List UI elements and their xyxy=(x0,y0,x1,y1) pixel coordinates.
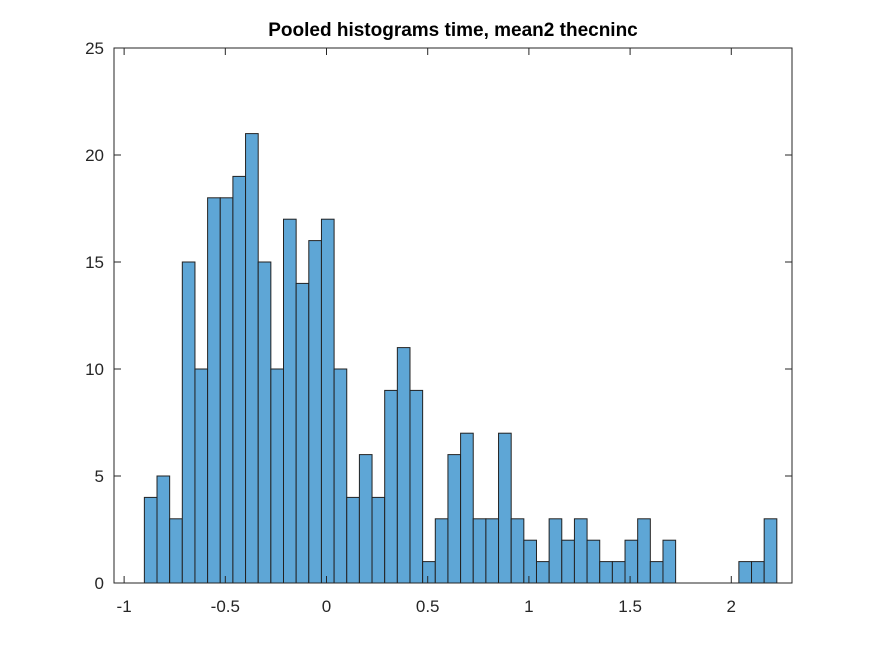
y-tick-label: 15 xyxy=(85,253,104,272)
histogram-bar xyxy=(649,561,664,584)
x-tick-label: -0.5 xyxy=(211,597,240,616)
histogram-bar xyxy=(548,518,563,584)
histogram-bar xyxy=(751,561,765,584)
x-tick-label: 2 xyxy=(727,597,736,616)
histogram-bar xyxy=(245,133,259,584)
x-tick-label: 1 xyxy=(524,597,533,616)
x-tick-label: 0 xyxy=(322,597,331,616)
histogram-bar xyxy=(535,561,550,584)
histogram-bar xyxy=(346,496,360,584)
bars-group xyxy=(143,133,778,584)
histogram-bar xyxy=(270,368,285,584)
histogram-bar xyxy=(207,197,221,584)
histogram-bar xyxy=(396,347,411,584)
histogram-bar xyxy=(371,496,386,584)
histogram-bar xyxy=(295,282,310,584)
histogram-bar xyxy=(738,561,753,584)
x-tick-label: -1 xyxy=(117,597,132,616)
histogram-bar xyxy=(586,539,601,584)
y-tick-label: 25 xyxy=(85,39,104,58)
histogram-bar xyxy=(194,368,209,584)
histogram-bar xyxy=(232,175,247,584)
histogram-bar xyxy=(143,496,158,584)
histogram-bar xyxy=(283,218,297,584)
histogram-bar xyxy=(662,539,677,584)
histogram-bar xyxy=(384,389,398,584)
histogram-bar xyxy=(460,432,474,584)
y-tick-label: 0 xyxy=(95,574,104,593)
histogram-bar xyxy=(422,561,436,584)
histogram-bar xyxy=(510,518,525,584)
y-tick-label: 10 xyxy=(85,360,104,379)
histogram-bar xyxy=(637,518,651,584)
histogram-bar xyxy=(333,368,348,584)
histogram-bar xyxy=(434,518,449,584)
histogram-bar xyxy=(169,518,183,584)
histogram-bar xyxy=(219,197,234,584)
histogram-bar xyxy=(624,539,639,584)
histogram-bar xyxy=(156,475,171,584)
histogram-bar xyxy=(409,389,424,584)
chart-title: Pooled histograms time, mean2 thecninc xyxy=(268,20,638,41)
y-tick-label: 5 xyxy=(95,467,104,486)
histogram-bar xyxy=(485,518,500,584)
y-tick-label: 20 xyxy=(85,146,104,165)
histogram-bar xyxy=(498,432,512,584)
histogram-bar xyxy=(561,539,575,584)
histogram-bar xyxy=(523,539,537,584)
histogram-bar xyxy=(573,518,588,584)
x-tick-label: 1.5 xyxy=(618,597,642,616)
histogram-bar xyxy=(599,561,613,584)
x-tick-label: 0.5 xyxy=(416,597,440,616)
histogram-bar xyxy=(181,261,196,584)
histogram-bar xyxy=(611,561,626,584)
histogram-bar xyxy=(472,518,487,584)
axes-box xyxy=(113,47,793,584)
histogram-bar xyxy=(320,218,335,584)
histogram-bar xyxy=(257,261,272,584)
histogram-bar xyxy=(358,454,373,584)
histogram-bar xyxy=(308,240,322,584)
histogram-bar xyxy=(447,454,462,584)
histogram-bar xyxy=(763,518,778,584)
